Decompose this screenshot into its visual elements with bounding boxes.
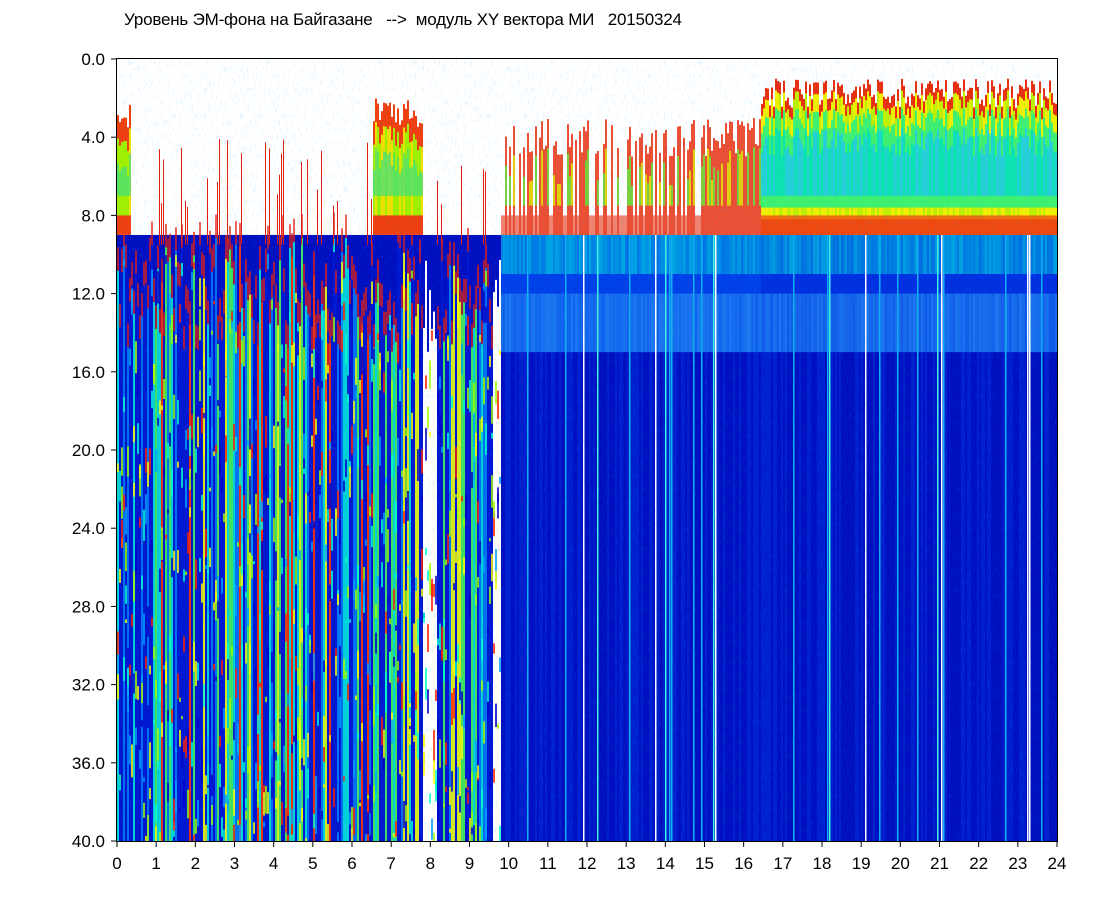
y-tick-label: 28.0: [72, 597, 105, 616]
y-axis: 0.0 4.0 8.0 12.0 16.0 20.0 24.0 28.0 32.0 36.0 40.…: [72, 50, 117, 851]
x-tick-label: 21: [930, 854, 949, 873]
x-tick-label: 7: [386, 854, 395, 873]
y-tick-label: 8.0: [81, 206, 105, 225]
x-tick-label: 11: [539, 854, 557, 873]
x-tick-label: 23: [1008, 854, 1027, 873]
y-tick-label: 4.0: [81, 128, 105, 147]
x-tick-label: 1: [151, 854, 160, 873]
x-tick-label: 20: [891, 854, 910, 873]
x-tick-label: 4: [269, 854, 278, 873]
y-tick-label: 32.0: [72, 676, 105, 695]
x-tick-label: 12: [578, 854, 597, 873]
y-tick-label: 20.0: [72, 441, 105, 460]
x-tick-label: 24: [1048, 854, 1067, 873]
heatmap-noise: [117, 59, 1057, 841]
y-tick-label: 24.0: [72, 519, 105, 538]
x-tick-label: 5: [308, 854, 317, 873]
x-tick-label: 19: [852, 854, 871, 873]
x-tick-label: 14: [656, 854, 675, 873]
x-tick-label: 3: [230, 854, 239, 873]
x-tick-label: 9: [465, 854, 474, 873]
y-tick-label: 16.0: [72, 363, 105, 382]
x-axis: 0 1 2 3 4 5 6 7 8 9 10 11 12 13 14 15 16 17 18 19 20 21 22 23 24: [112, 841, 1066, 873]
x-tick-label: 13: [617, 854, 636, 873]
y-tick-label: 12.0: [72, 285, 105, 304]
y-tick-label: 0.0: [81, 50, 105, 69]
y-tick-label: 40.0: [72, 832, 105, 851]
x-tick-label: 16: [734, 854, 753, 873]
x-tick-label: 22: [969, 854, 988, 873]
x-tick-label: 18: [813, 854, 832, 873]
x-tick-label: 8: [426, 854, 435, 873]
x-tick-label: 0: [112, 854, 121, 873]
y-tick-label: 36.0: [72, 754, 105, 773]
x-tick-label: 10: [499, 854, 518, 873]
x-tick-label: 6: [347, 854, 356, 873]
plot-area: [117, 59, 1057, 841]
x-tick-label: 2: [191, 854, 200, 873]
chart-title: Уровень ЭМ-фона на Байгазане --> модуль …: [124, 10, 682, 29]
x-tick-label: 15: [695, 854, 714, 873]
x-tick-label: 17: [773, 854, 792, 873]
